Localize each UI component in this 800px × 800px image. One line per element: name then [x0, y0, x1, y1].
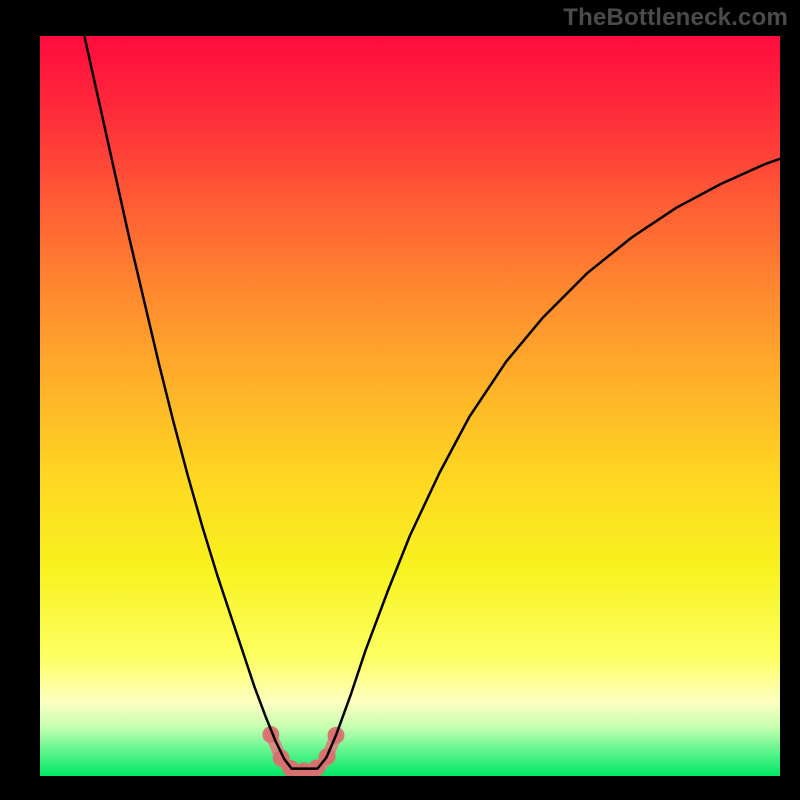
gradient-background [40, 36, 780, 776]
chart-canvas: TheBottleneck.com [0, 0, 800, 800]
plot-svg [40, 36, 780, 776]
watermark-text: TheBottleneck.com [563, 4, 788, 32]
plot-area [40, 36, 780, 776]
